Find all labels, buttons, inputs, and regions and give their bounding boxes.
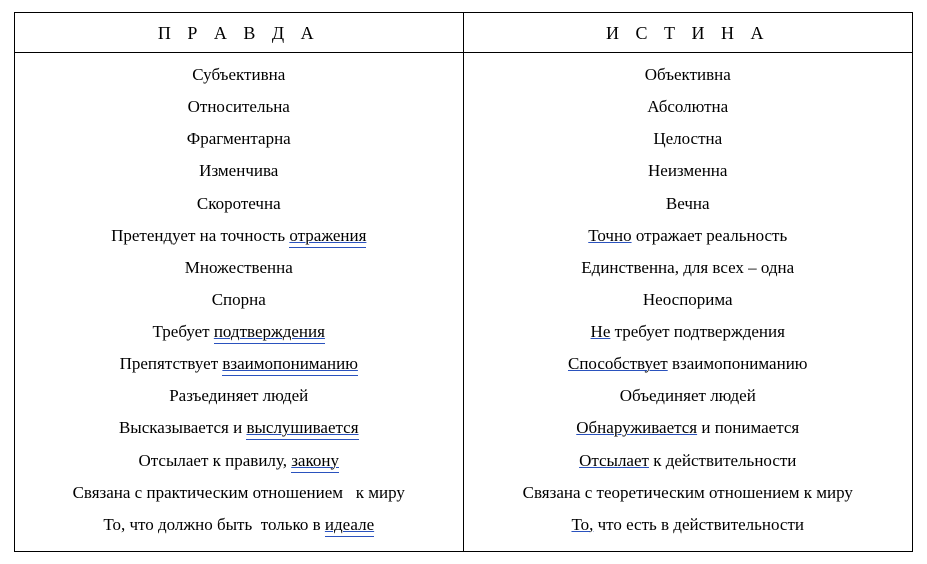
text-segment: и понимается [697, 418, 799, 437]
text-segment: идеале [325, 515, 374, 534]
table-cell: Абсолютна [474, 94, 903, 120]
text-segment: То, что должно быть только в [103, 515, 325, 534]
text-segment: Объективна [645, 65, 731, 84]
text-segment: Целостна [653, 129, 722, 148]
text-segment: Абсолютна [647, 97, 728, 116]
table-cell: Изменчива [25, 158, 453, 184]
text-segment: Субъективна [192, 65, 285, 84]
table-cell: Способствует взаимопониманию [474, 351, 903, 377]
document-sheet: П Р А В Д А Субъективна Относительна Фрагм… [0, 0, 927, 564]
table-cell: Отсылает к правилу, закону [25, 448, 453, 474]
text-segment: Отсылает [579, 451, 649, 470]
text-segment: к действительности [649, 451, 796, 470]
column-body-right: Объективна Абсолютна Целостна Неизменна Вечн… [464, 53, 913, 551]
text-segment: Множественна [185, 258, 293, 277]
table-cell: Разъединяет людей [25, 383, 453, 409]
column-header-right: И С Т И Н А [464, 13, 913, 53]
text-segment: Способствует [568, 354, 668, 373]
text-segment: Требует [153, 322, 214, 341]
text-segment: Связана с теоретическим отношением к мир… [523, 483, 853, 502]
text-segment: Высказывается и [119, 418, 246, 437]
table-cell: То, что есть в действительности [474, 512, 903, 538]
table-cell: Неизменна [474, 158, 903, 184]
text-segment: Относительна [188, 97, 290, 116]
table-cell: Фрагментарна [25, 126, 453, 152]
text-segment: Не [591, 322, 611, 341]
text-segment: закону [291, 451, 339, 470]
text-segment: Неоспорима [643, 290, 733, 309]
table-cell: То, что должно быть только в идеале [25, 512, 453, 538]
text-segment: подтверждения [214, 322, 325, 341]
text-segment: Обнаруживается [576, 418, 697, 437]
text-segment: что есть в действительности [593, 515, 804, 534]
text-segment: отражает реальность [632, 226, 788, 245]
text-segment: Вечна [666, 194, 710, 213]
table-cell: Спорна [25, 287, 453, 313]
table-cell: Точно отражает реальность [474, 223, 903, 249]
table-cell: Относительна [25, 94, 453, 120]
text-segment: взаимопониманию [222, 354, 358, 373]
table-cell: Скоротечна [25, 191, 453, 217]
text-segment: Разъединяет людей [169, 386, 308, 405]
column-header-left: П Р А В Д А [15, 13, 463, 53]
column-istina: И С Т И Н А Объективна Абсолютна Целостна Н… [464, 13, 913, 551]
text-segment: Точно [588, 226, 631, 245]
column-body-left: Субъективна Относительна Фрагментарна Измен… [15, 53, 463, 551]
table-cell: Требует подтверждения [25, 319, 453, 345]
table-cell: Объективна [474, 62, 903, 88]
text-segment: Неизменна [648, 161, 727, 180]
text-segment: Единственна, для всех – одна [581, 258, 794, 277]
table-cell: Целостна [474, 126, 903, 152]
table-cell: Отсылает к действительности [474, 448, 903, 474]
table-cell: Высказывается и выслушивается [25, 415, 453, 441]
comparison-table: П Р А В Д А Субъективна Относительна Фрагм… [14, 12, 913, 552]
table-cell: Обнаруживается и понимается [474, 415, 903, 441]
text-segment: Объединяет людей [620, 386, 756, 405]
table-cell: Не требует подтверждения [474, 319, 903, 345]
table-cell: Неоспорима [474, 287, 903, 313]
table-cell: Субъективна [25, 62, 453, 88]
text-segment: требует подтверждения [610, 322, 785, 341]
table-cell: Объединяет людей [474, 383, 903, 409]
table-cell: Единственна, для всех – одна [474, 255, 903, 281]
text-segment: Скоротечна [197, 194, 281, 213]
text-segment: Фрагментарна [187, 129, 291, 148]
column-pravda: П Р А В Д А Субъективна Относительна Фрагм… [15, 13, 464, 551]
table-cell: Связана с практическим отношением к миру [25, 480, 453, 506]
text-segment: Связана с практическим отношением к миру [73, 483, 405, 502]
text-segment: Препятствует [120, 354, 223, 373]
table-cell: Препятствует взаимопониманию [25, 351, 453, 377]
table-cell: Связана с теоретическим отношением к мир… [474, 480, 903, 506]
text-segment: Изменчива [199, 161, 278, 180]
text-segment: Претендует на точность [111, 226, 289, 245]
text-segment: Отсылает к правилу, [139, 451, 292, 470]
text-segment: Спорна [212, 290, 266, 309]
table-cell: Вечна [474, 191, 903, 217]
text-segment: отражения [289, 226, 366, 245]
text-segment: То, [571, 515, 593, 534]
text-segment: взаимопониманию [668, 354, 808, 373]
table-cell: Претендует на точность отражения [25, 223, 453, 249]
table-cell: Множественна [25, 255, 453, 281]
text-segment: выслушивается [246, 418, 358, 437]
